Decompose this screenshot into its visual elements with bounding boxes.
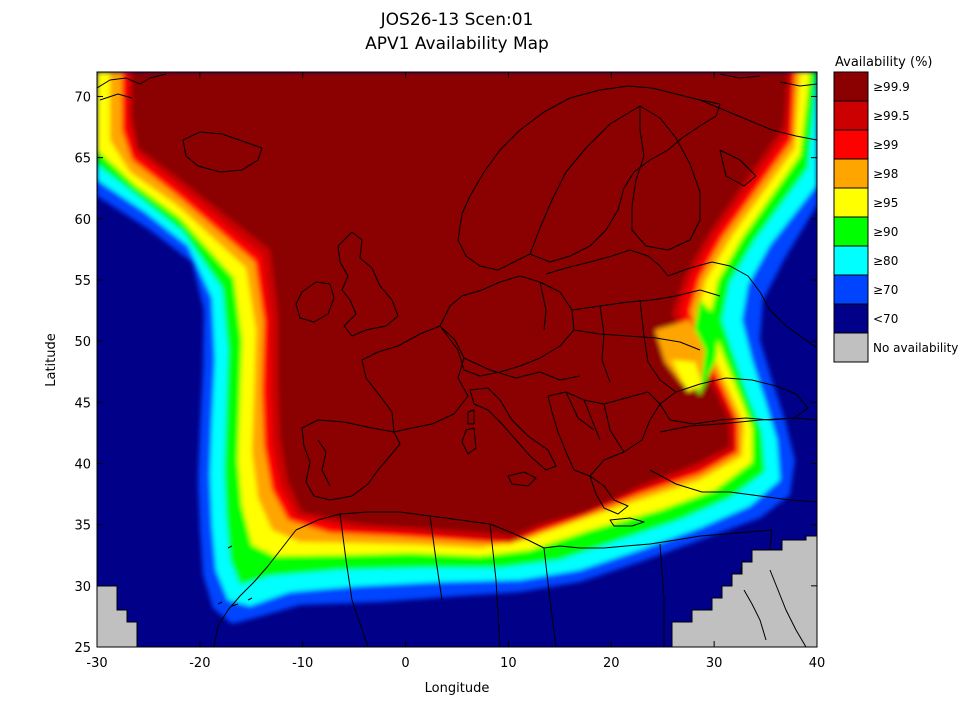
balkan-borders — [565, 391, 625, 453]
legend-label: ≥95 — [873, 196, 898, 210]
portugal-border — [317, 439, 331, 487]
availability-legend: ≥99.9 ≥99.5 ≥99 ≥98 ≥95 ≥90 ≥80 ≥70 <70 No availa… — [833, 71, 958, 363]
balkans-outline — [547, 391, 661, 477]
y-tick-label: 70 — [74, 90, 91, 105]
corsica-outline — [467, 409, 475, 425]
y-tick-label: 30 — [74, 580, 91, 595]
legend-swatch — [833, 158, 869, 189]
legend-swatch — [833, 100, 869, 131]
turkey-outline — [649, 417, 817, 503]
africa-borders — [339, 513, 665, 647]
plot-frame — [96, 71, 818, 648]
crete-outline — [609, 517, 645, 527]
greece-outline — [589, 475, 629, 515]
legend-swatch — [833, 303, 869, 334]
legend-label: No availability — [873, 341, 958, 355]
norway-sweden-border — [529, 105, 641, 255]
baltic-coast — [545, 249, 669, 277]
y-tick-label: 65 — [74, 152, 91, 167]
iberia-outline — [301, 419, 401, 501]
southeast-borders — [743, 569, 807, 647]
availability-contours — [97, 72, 817, 624]
legend-title: Availability (%) — [835, 55, 933, 70]
x-tick-label: -30 — [86, 656, 107, 671]
legend-swatch — [833, 187, 869, 218]
x-tick-label: 30 — [706, 656, 723, 671]
iceland-outline — [182, 131, 263, 173]
x-tick-label: 10 — [500, 656, 517, 671]
great-britain-outline — [337, 231, 399, 337]
y-tick-label: 60 — [74, 213, 91, 228]
legend-label: ≥80 — [873, 254, 898, 268]
italy-outline — [469, 387, 557, 471]
greenland-coast — [97, 73, 167, 101]
sicily-outline — [507, 471, 537, 487]
legend-label: ≥98 — [873, 167, 898, 181]
legend-label: ≥99.5 — [873, 109, 910, 123]
legend-swatch — [833, 129, 869, 160]
x-tick-label: 20 — [603, 656, 620, 671]
map-plot-area — [97, 72, 817, 647]
black-sea-outline — [659, 377, 809, 425]
legend-label: <70 — [873, 312, 898, 326]
russia-arctic-coast — [699, 99, 817, 141]
central-europe-borders — [439, 275, 575, 377]
y-axis-ticks: 25 30 35 40 45 50 55 60 65 70 — [74, 90, 817, 656]
legend-label: ≥99 — [873, 138, 898, 152]
russia-borders — [667, 261, 817, 349]
white-sea — [719, 149, 757, 187]
legend-swatch — [833, 216, 869, 247]
no-availability-southwest — [97, 585, 138, 647]
y-tick-label: 35 — [74, 519, 91, 534]
x-tick-label: -20 — [189, 656, 210, 671]
legend-label: ≥70 — [873, 283, 898, 297]
alps-borders — [463, 357, 581, 381]
egypt-sinai — [743, 569, 807, 647]
legend-swatch — [833, 274, 869, 305]
x-axis-ticks: -30 -20 -10 0 10 20 30 40 — [86, 72, 825, 671]
legend-swatch — [833, 71, 869, 102]
y-tick-label: 55 — [74, 274, 91, 289]
sardinia-outline — [461, 427, 477, 455]
coastlines-and-borders — [97, 73, 817, 647]
x-axis-label: Longitude — [425, 681, 490, 696]
x-tick-label: 40 — [809, 656, 826, 671]
canary-islands — [217, 545, 253, 607]
norway-sweden-outline — [457, 85, 721, 271]
x-tick-label: 0 — [401, 656, 409, 671]
contour-95-eastern-patch — [672, 360, 702, 392]
legend-swatch — [833, 332, 869, 363]
germany-poland-border — [539, 281, 547, 331]
y-tick-label: 40 — [74, 457, 91, 472]
legend-label: ≥90 — [873, 225, 898, 239]
y-tick-label: 50 — [74, 335, 91, 350]
x-tick-label: -10 — [292, 656, 313, 671]
figure-title: JOS26-13 Scen:01 — [380, 10, 534, 30]
svalbard-fragments — [719, 73, 817, 87]
eastern-europe-borders — [571, 289, 721, 393]
y-axis-label: Latitude — [44, 333, 59, 387]
legend-swatch — [833, 245, 869, 276]
finland-outline — [631, 105, 701, 251]
ireland-outline — [295, 281, 335, 323]
west-africa-coast — [213, 529, 297, 647]
y-tick-label: 45 — [74, 396, 91, 411]
legend-label: ≥99.9 — [873, 80, 910, 94]
figure-subtitle: APV1 Availability Map — [365, 34, 549, 54]
y-tick-label: 25 — [74, 641, 91, 656]
